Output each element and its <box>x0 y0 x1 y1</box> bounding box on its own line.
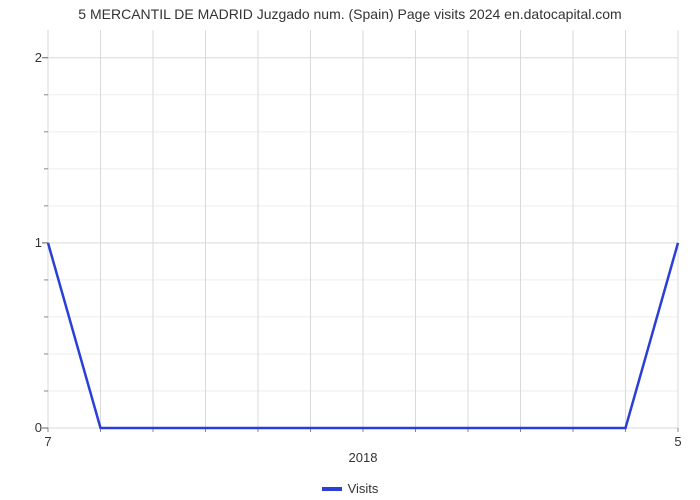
legend-label: Visits <box>348 481 379 496</box>
legend-swatch <box>322 487 342 491</box>
grid <box>48 30 678 428</box>
plot-area <box>0 0 700 500</box>
legend: Visits <box>0 480 700 496</box>
chart-container: 5 MERCANTIL DE MADRID Juzgado num. (Spai… <box>0 0 700 500</box>
axes <box>42 58 678 432</box>
